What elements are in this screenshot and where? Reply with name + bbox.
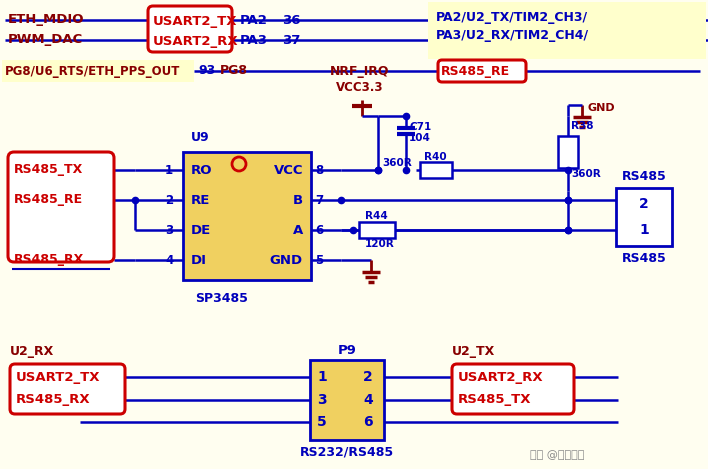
Text: U2_RX: U2_RX — [10, 346, 55, 358]
Text: ETH_MDIO: ETH_MDIO — [8, 14, 84, 27]
Text: 2: 2 — [165, 194, 173, 206]
Text: VCC: VCC — [273, 164, 303, 176]
Text: RS232/RS485: RS232/RS485 — [300, 446, 394, 459]
Text: PA3: PA3 — [240, 33, 268, 46]
Text: RS485_RE: RS485_RE — [441, 65, 510, 77]
Text: C71: C71 — [409, 122, 431, 132]
Text: USART2_RX: USART2_RX — [153, 35, 239, 47]
Text: 7: 7 — [315, 194, 323, 206]
Text: 120R: 120R — [365, 239, 395, 249]
Text: RO: RO — [191, 164, 212, 176]
FancyBboxPatch shape — [8, 152, 114, 262]
Bar — [420, 162, 452, 178]
Text: PWM_DAC: PWM_DAC — [8, 33, 84, 46]
Text: 5: 5 — [315, 254, 324, 266]
Text: 104: 104 — [409, 133, 431, 143]
Text: B: B — [293, 194, 303, 206]
Text: 6: 6 — [363, 415, 373, 429]
Text: RS485_TX: RS485_TX — [14, 164, 84, 176]
Bar — [428, 2, 706, 59]
Text: RS485_RX: RS485_RX — [14, 254, 84, 266]
Text: RS485_TX: RS485_TX — [458, 393, 532, 406]
Text: USART2_RX: USART2_RX — [458, 371, 544, 385]
Text: USART2_TX: USART2_TX — [16, 371, 101, 385]
Text: 5: 5 — [317, 415, 327, 429]
Text: SP3485: SP3485 — [195, 292, 248, 305]
Text: R44: R44 — [365, 211, 388, 221]
Text: A: A — [292, 224, 303, 236]
Text: U9: U9 — [191, 131, 210, 144]
Bar — [2, 60, 194, 82]
FancyBboxPatch shape — [438, 60, 526, 82]
Text: GND: GND — [270, 254, 303, 266]
Text: VCC3.3: VCC3.3 — [336, 81, 384, 94]
Text: PA2: PA2 — [240, 14, 268, 27]
Bar — [183, 152, 311, 280]
Text: 8: 8 — [315, 164, 324, 176]
Bar — [359, 222, 395, 238]
Text: DI: DI — [191, 254, 207, 266]
Text: USART2_TX: USART2_TX — [153, 15, 237, 28]
Text: 93: 93 — [198, 65, 215, 77]
Text: 6: 6 — [315, 224, 324, 236]
Text: 4: 4 — [165, 254, 173, 266]
Text: 2: 2 — [639, 197, 649, 211]
Text: 1: 1 — [317, 370, 327, 384]
Text: DE: DE — [191, 224, 211, 236]
Text: GND: GND — [587, 103, 615, 113]
Bar — [616, 188, 672, 246]
Text: 1: 1 — [639, 223, 649, 237]
Text: RS485_RE: RS485_RE — [14, 194, 83, 206]
Text: PG8: PG8 — [220, 65, 248, 77]
Text: 360R: 360R — [571, 169, 601, 179]
Bar — [310, 360, 384, 440]
FancyBboxPatch shape — [452, 364, 574, 414]
Text: 1: 1 — [165, 164, 173, 176]
Text: PG8/U6_RTS/ETH_PPS_OUT: PG8/U6_RTS/ETH_PPS_OUT — [5, 65, 181, 77]
Text: R40: R40 — [424, 152, 447, 162]
Bar — [558, 136, 578, 168]
Text: NRF_IRQ: NRF_IRQ — [330, 65, 389, 77]
Text: PA3/U2_RX/TIM2_CH4/: PA3/U2_RX/TIM2_CH4/ — [436, 30, 589, 43]
FancyBboxPatch shape — [10, 364, 125, 414]
Text: RE: RE — [191, 194, 210, 206]
Text: 知乎 @正点原子: 知乎 @正点原子 — [530, 450, 584, 460]
Text: 3: 3 — [317, 393, 327, 407]
Text: 3: 3 — [165, 224, 173, 236]
Text: R38: R38 — [571, 121, 593, 131]
Text: 2: 2 — [363, 370, 373, 384]
Text: U2_TX: U2_TX — [452, 346, 496, 358]
Text: 360R: 360R — [382, 158, 412, 168]
Text: P9: P9 — [338, 343, 356, 356]
Text: RS485: RS485 — [622, 251, 666, 265]
Text: RS485: RS485 — [622, 169, 666, 182]
Text: PA2/U2_TX/TIM2_CH3/: PA2/U2_TX/TIM2_CH3/ — [436, 12, 588, 24]
Text: 37: 37 — [282, 33, 300, 46]
Text: 4: 4 — [363, 393, 373, 407]
Text: RS485_RX: RS485_RX — [16, 393, 91, 406]
Text: 36: 36 — [282, 14, 300, 27]
FancyBboxPatch shape — [148, 6, 232, 52]
